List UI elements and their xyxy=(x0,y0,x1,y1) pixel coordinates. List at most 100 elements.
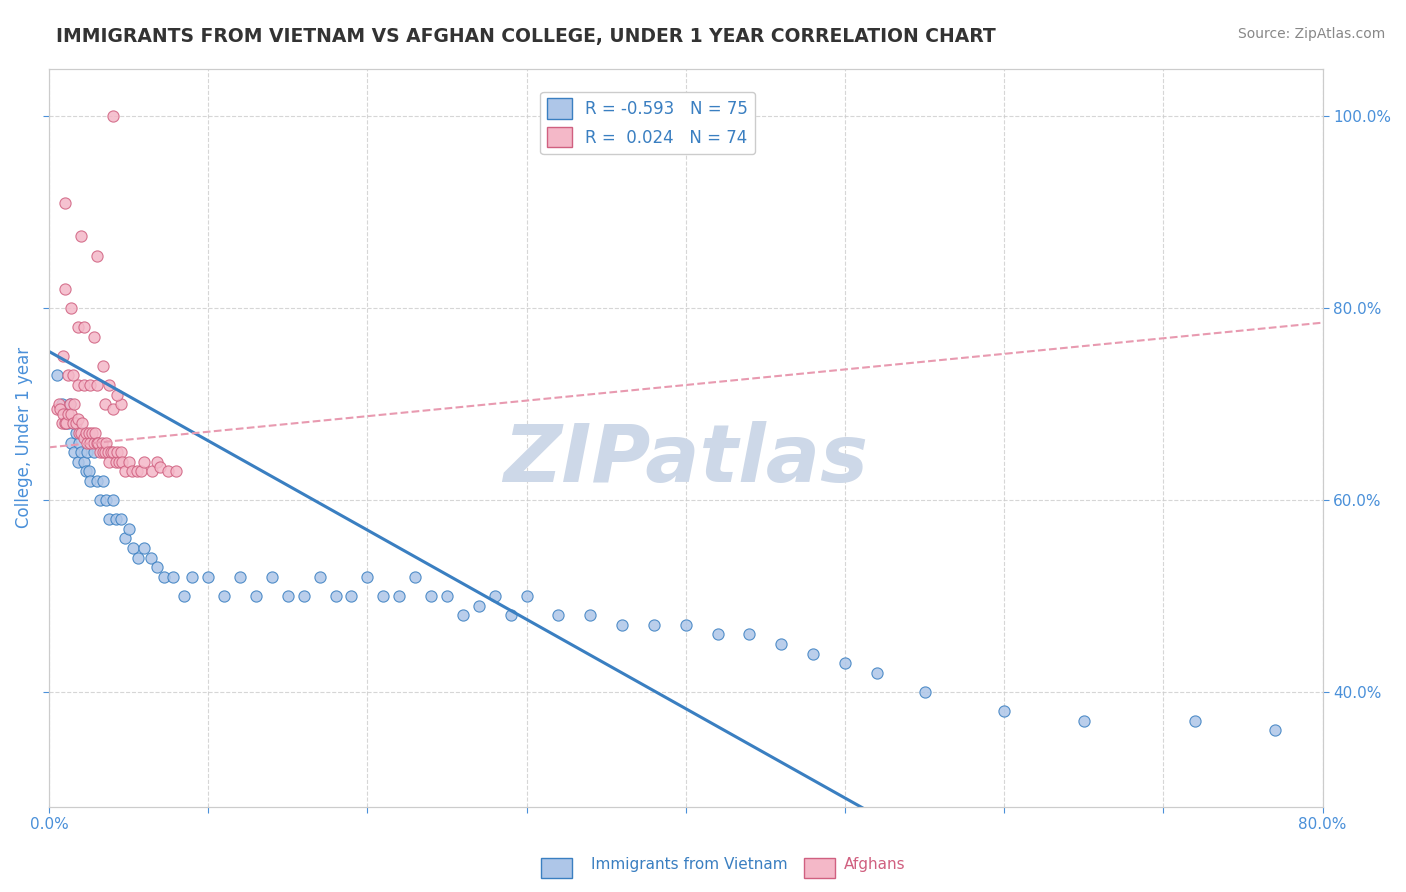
Point xyxy=(101,445,124,459)
Point xyxy=(69,229,91,244)
Point xyxy=(547,608,569,623)
Point xyxy=(86,474,108,488)
Point xyxy=(579,608,602,623)
Point xyxy=(62,368,84,383)
Point xyxy=(84,425,107,440)
Point xyxy=(45,368,67,383)
Text: Afghans: Afghans xyxy=(844,857,905,872)
Point xyxy=(146,455,169,469)
Point xyxy=(73,378,96,392)
Point xyxy=(67,435,90,450)
Point xyxy=(139,550,162,565)
Point xyxy=(72,417,94,431)
Point xyxy=(56,368,79,383)
Point xyxy=(107,445,129,459)
Point xyxy=(134,541,156,555)
Point xyxy=(83,330,105,344)
Point xyxy=(52,349,75,363)
Point xyxy=(97,445,120,459)
Point xyxy=(76,445,98,459)
Point xyxy=(65,417,87,431)
Point xyxy=(152,570,174,584)
Point xyxy=(56,417,79,431)
Point xyxy=(484,589,506,603)
Text: ZIPatlas: ZIPatlas xyxy=(503,421,869,499)
Text: Source: ZipAtlas.com: Source: ZipAtlas.com xyxy=(1237,27,1385,41)
Point xyxy=(66,320,89,334)
Point xyxy=(866,665,889,680)
Point xyxy=(66,411,89,425)
Point xyxy=(73,320,96,334)
Point xyxy=(325,589,347,603)
Point xyxy=(53,195,76,210)
Point xyxy=(1264,723,1286,738)
Point xyxy=(292,589,315,603)
Point xyxy=(87,435,110,450)
Point xyxy=(356,570,378,584)
Point xyxy=(121,464,143,478)
Point xyxy=(91,359,114,373)
Legend: R = -0.593   N = 75, R =  0.024   N = 74: R = -0.593 N = 75, R = 0.024 N = 74 xyxy=(540,92,755,154)
Point xyxy=(675,617,697,632)
Point xyxy=(122,541,145,555)
Point xyxy=(77,464,100,478)
Text: IMMIGRANTS FROM VIETNAM VS AFGHAN COLLEGE, UNDER 1 YEAR CORRELATION CHART: IMMIGRANTS FROM VIETNAM VS AFGHAN COLLEG… xyxy=(56,27,995,45)
Point xyxy=(610,617,633,632)
Point xyxy=(73,431,96,445)
Point xyxy=(56,407,79,421)
Point xyxy=(66,455,89,469)
Point xyxy=(72,425,94,440)
Point xyxy=(245,589,267,603)
Point xyxy=(229,570,252,584)
Point xyxy=(91,474,114,488)
Point xyxy=(834,656,856,670)
Point xyxy=(149,459,172,474)
Point xyxy=(114,532,136,546)
Point xyxy=(63,397,86,411)
Point xyxy=(98,378,121,392)
Point xyxy=(468,599,491,613)
Point xyxy=(451,608,474,623)
Point xyxy=(79,435,101,450)
Point xyxy=(404,570,426,584)
Point xyxy=(420,589,443,603)
Point xyxy=(75,464,97,478)
Point xyxy=(173,589,195,603)
Point xyxy=(100,445,122,459)
Point xyxy=(79,378,101,392)
Point xyxy=(69,425,91,440)
Point xyxy=(107,387,129,401)
Point xyxy=(53,282,76,296)
Point xyxy=(89,493,111,508)
Point xyxy=(157,464,180,478)
Point xyxy=(52,407,75,421)
Text: Immigrants from Vietnam: Immigrants from Vietnam xyxy=(591,857,787,872)
Point xyxy=(131,464,153,478)
Y-axis label: College, Under 1 year: College, Under 1 year xyxy=(15,347,32,528)
Point xyxy=(165,464,187,478)
Point xyxy=(51,417,73,431)
Point xyxy=(90,435,112,450)
Point xyxy=(55,417,77,431)
Point xyxy=(114,464,136,478)
Point xyxy=(643,617,665,632)
Point xyxy=(125,464,148,478)
Point xyxy=(91,445,114,459)
Point xyxy=(59,397,82,411)
Point xyxy=(86,248,108,262)
Point xyxy=(110,512,132,526)
Point xyxy=(66,378,89,392)
Point xyxy=(162,570,184,584)
Point xyxy=(86,435,108,450)
Point xyxy=(770,637,793,651)
Point xyxy=(181,570,204,584)
Point xyxy=(104,455,127,469)
Point xyxy=(93,445,115,459)
Point xyxy=(45,401,67,416)
Point xyxy=(98,455,121,469)
Point xyxy=(80,425,103,440)
Point xyxy=(69,445,91,459)
Point xyxy=(98,512,121,526)
Point xyxy=(108,455,131,469)
Point xyxy=(60,407,83,421)
